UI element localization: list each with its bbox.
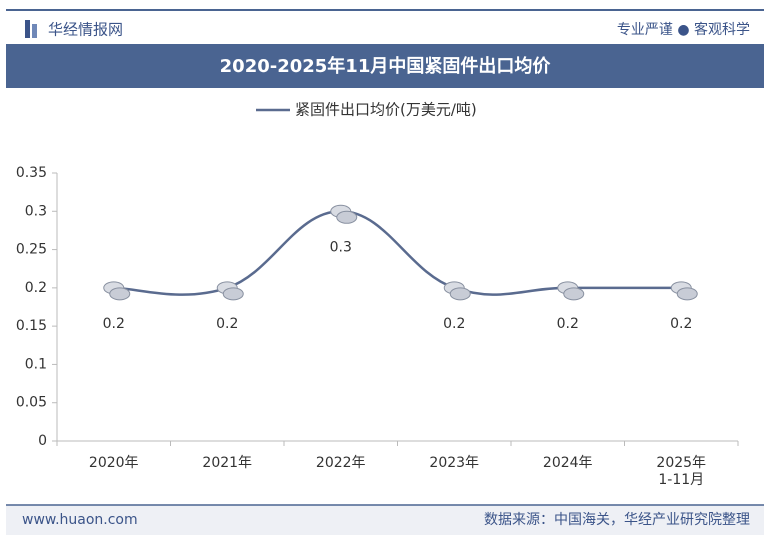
y-tick-label: 0.15 [16,318,47,334]
website: www.huaon.com [22,512,138,528]
x-tick-label: 2024年 [543,455,593,471]
data-label: 0.2 [216,316,238,332]
footer-bar [6,505,764,535]
logo-icon [25,20,30,38]
data-label: 0.2 [443,316,465,332]
title-bar [6,44,764,88]
tagline: 专业严谨 ● 客观科学 [617,21,750,38]
data-label: 0.2 [103,316,125,332]
y-tick-label: 0 [38,433,47,449]
chart-title: 2020-2025年11月中国紧固件出口均价 [220,55,552,77]
top-rule [6,9,764,11]
x-tick-label: 2021年 [202,455,252,471]
data-label: 0.3 [330,239,352,255]
marker-shadow [676,287,698,301]
data-label: 0.2 [557,316,579,332]
logo-icon [32,24,37,38]
marker-shadow [222,287,244,301]
source: 数据来源：中国海关，华经产业研究院整理 [484,512,750,528]
x-tick-label: 2025年 1-11月 [656,455,706,488]
marker-shadow [336,210,358,224]
y-tick-label: 0.25 [16,242,47,258]
y-tick-label: 0.1 [25,356,47,372]
y-tick-label: 0.2 [25,280,47,296]
marker-shadow [563,287,585,301]
y-tick-label: 0.05 [16,395,47,411]
logo-text: 华经情报网 [48,21,123,39]
x-tick-label: 2023年 [429,455,479,471]
x-tick-label: 2022年 [316,455,366,471]
legend-label: 紧固件出口均价(万美元/吨) [295,101,477,119]
x-tick-label: 2020年 [89,455,139,471]
marker-shadow [109,287,131,301]
y-tick-label: 0.35 [16,165,47,181]
y-tick-label: 0.3 [25,203,47,219]
data-label: 0.2 [670,316,692,332]
marker-shadow [449,287,471,301]
